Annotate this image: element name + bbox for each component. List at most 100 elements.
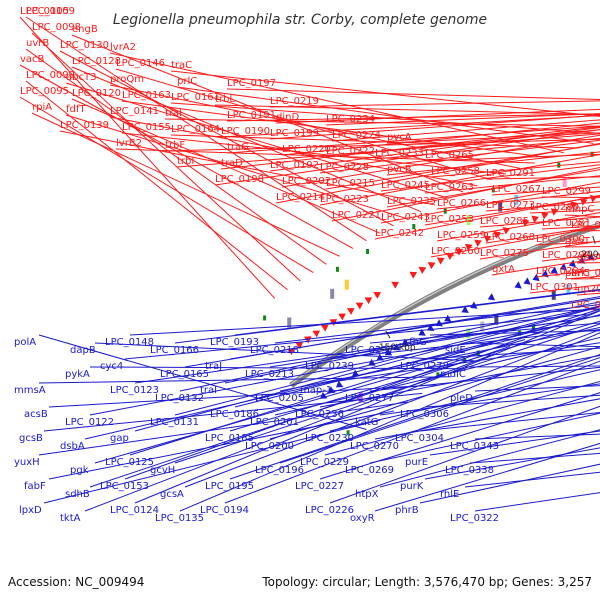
forward-label-connector	[19, 64, 354, 249]
forward-gene-label: LPC_0228	[320, 162, 369, 173]
forward-gene-label: LPC_0266	[437, 198, 486, 209]
scale-tick	[592, 235, 596, 244]
forward-gene-label: LPC_0245	[381, 180, 430, 191]
forward-gene-label: traC	[171, 60, 192, 71]
feature-block	[287, 317, 292, 328]
map-title: Legionella pneumophila str. Corby, compl…	[113, 12, 487, 28]
scale-tick	[385, 330, 391, 339]
reverse-gene-label: pykA	[65, 369, 90, 380]
forward-gene-label: LPC_0268	[486, 232, 535, 243]
forward-gene-arrow	[531, 215, 539, 224]
reverse-gene-label: LPC_0237	[345, 345, 394, 356]
reverse-gene-label: LPC_0194	[200, 505, 249, 516]
forward-label-connector	[19, 16, 276, 299]
forward-label-connector	[170, 134, 579, 149]
accession-label: Accession: NC_009494	[8, 575, 144, 589]
reverse-label-connector	[279, 357, 600, 464]
forward-gene-label: LPC_0235	[387, 196, 436, 207]
reverse-label-connector	[134, 306, 600, 432]
reverse-gene-label: sidE	[445, 345, 466, 356]
forward-label-connector	[374, 137, 600, 160]
feature-block	[566, 284, 571, 295]
forward-gene-label: LPC_0259	[437, 230, 486, 241]
forward-gene-label: LPC_0130	[60, 40, 109, 51]
forward-gene-label: gabT	[565, 236, 591, 247]
forward-gene-arrow	[474, 239, 482, 247]
forward-gene-arrow	[295, 342, 304, 350]
forward-label-connector	[319, 153, 600, 206]
forward-label-connector	[331, 119, 600, 142]
forward-gene-label: LPC_0161	[171, 92, 220, 103]
forward-gene-label: LPC_0219	[270, 96, 319, 107]
forward-gene-label: abcT3	[66, 72, 96, 83]
forward-gene-label: LPC_0095	[20, 86, 69, 97]
forward-gene-arrow	[355, 302, 364, 310]
forward-gene-arrow	[493, 231, 501, 239]
reverse-gene-label: traI	[200, 385, 217, 396]
reverse-label-connector	[274, 304, 600, 344]
reverse-gene-label: LPC_0229	[300, 457, 349, 468]
forward-gene-arrow	[541, 211, 549, 220]
backbone-arc	[289, 222, 600, 388]
reverse-label-connector	[419, 412, 600, 432]
forward-gene-label: LPC_0290	[542, 250, 591, 261]
forward-label-connector	[121, 100, 550, 159]
forward-label-connector	[424, 195, 600, 226]
reverse-label-connector	[379, 429, 600, 488]
forward-gene-arrow	[427, 262, 436, 270]
reverse-gene-label: LPC_0270	[350, 441, 399, 452]
reverse-gene-arrow	[461, 305, 469, 314]
forward-gene-label: trbI	[177, 156, 194, 167]
reverse-gene-label: sdhB	[65, 489, 90, 500]
reverse-gene-label: LPC_0125	[105, 457, 154, 468]
reverse-gene-label: LPC_0343	[450, 441, 499, 452]
reverse-gene-label: LPC_0278	[400, 361, 449, 372]
feature-block	[263, 315, 267, 321]
reverse-gene-arrow	[444, 314, 452, 322]
reverse-gene-arrow	[550, 266, 558, 274]
reverse-label-connector	[269, 315, 600, 368]
reverse-label-connector	[424, 394, 600, 408]
feature-block	[330, 288, 335, 299]
gene-labels: LPC_0105 LPC_0099 LPC_0098 LPC_0095 uvrB rpiA…	[14, 6, 600, 524]
reverse-gene-label: LPC_0230	[305, 433, 354, 444]
feature-block	[366, 248, 370, 254]
reverse-gene-label: LPC_0200	[245, 441, 294, 452]
reverse-label-connector	[279, 327, 600, 392]
reverse-label-connector	[229, 297, 600, 360]
reverse-gene-arrow	[335, 380, 344, 388]
reverse-label-connector	[94, 339, 526, 464]
reverse-gene-label: LPC_0304	[395, 433, 444, 444]
reverse-label-connector	[134, 319, 572, 384]
scale-label: 150 kbp	[379, 343, 416, 353]
forward-gene-label: LPC_0163	[122, 90, 171, 101]
forward-gene-label: LPC_0155	[122, 122, 171, 133]
reverse-label-connector	[369, 366, 600, 392]
reverse-gene-arrow	[523, 277, 531, 285]
forward-label-connector	[281, 122, 600, 156]
reverse-label-connector	[374, 398, 600, 440]
reverse-label-connector	[129, 308, 600, 456]
reverse-label-connector	[184, 329, 600, 488]
forward-gene-label: LPC_0105	[20, 6, 69, 17]
reverse-gene-label: LPC_0277	[345, 393, 394, 404]
reverse-gene-label: LPC_0166	[150, 345, 199, 356]
reverse-gene-label: LPC_0131	[150, 417, 199, 428]
reverse-gene-label: dsbA	[60, 441, 85, 452]
reverse-label-connector	[329, 328, 600, 360]
reverse-label-connector	[84, 353, 496, 512]
forward-gene-label: LPC_0198	[215, 174, 264, 185]
forward-gene-label: LPC_0223	[320, 194, 369, 205]
reverse-gene-arrow	[514, 281, 522, 289]
feature-block	[491, 187, 495, 193]
forward-gene-label: LPC_0146	[116, 58, 165, 69]
feature-block	[466, 215, 471, 226]
forward-gene-label: qxtA	[492, 264, 515, 275]
forward-label-connector	[164, 138, 600, 152]
forward-gene-label: vacB	[20, 54, 45, 65]
forward-gene-label: trbF	[165, 140, 185, 151]
forward-gene-label: plm5	[565, 268, 590, 279]
forward-gene-label: LPC_0291	[486, 168, 535, 179]
reverse-gene-label: LPC_0201	[250, 417, 299, 428]
forward-label-connector	[31, 112, 340, 257]
